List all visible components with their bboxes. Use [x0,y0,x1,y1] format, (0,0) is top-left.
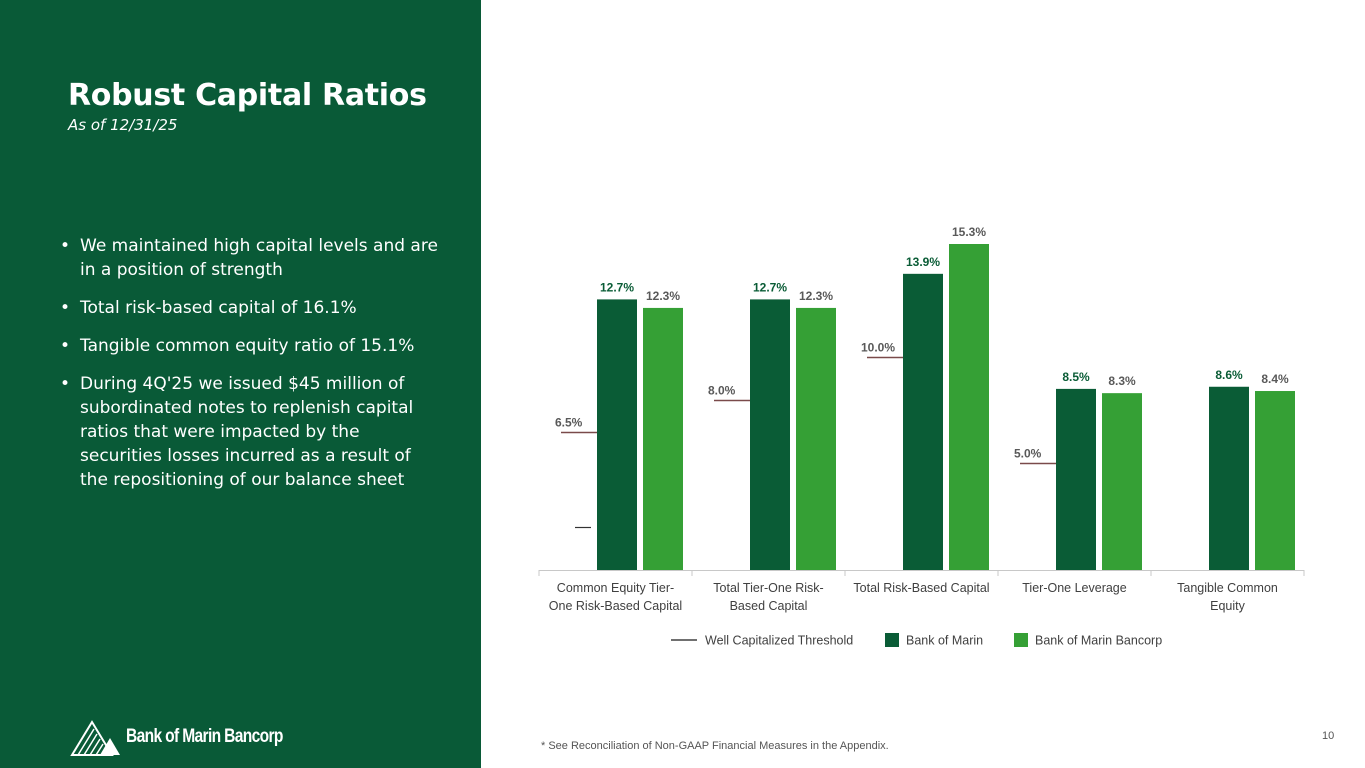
bar-bank-of-marin-bancorp [1255,391,1295,570]
bullet-text: We maintained high capital levels and ar… [80,236,438,280]
category-label: One Risk-Based Capital [549,599,682,613]
threshold-label: 6.5% [555,416,583,430]
bar-bank-of-marin-bancorp [1102,393,1142,570]
threshold-label: 5.0% [1014,447,1042,461]
bar-label-bank-of-marin: 13.9% [906,255,940,269]
bar-bank-of-marin-bancorp [643,307,683,570]
slide-subtitle: As of 12/31/25 [68,116,178,134]
footnote: * See Reconciliation of Non-GAAP Financi… [541,740,889,752]
left-panel: Robust Capital Ratios As of 12/31/25 • We… [0,0,481,768]
page-number: 10 [1322,730,1335,742]
threshold-label: 8.0% [708,384,736,398]
bar-label-bank-of-marin: 8.5% [1062,370,1090,384]
legend-threshold-label: Well Capitalized Threshold [705,634,853,648]
category-label: Tier-One Leverage [1022,581,1126,595]
bar-label-bank-of-marin: 8.6% [1215,368,1243,382]
bullet-item: • Total risk-based capital of 16.1% [60,298,357,318]
bullet-item: • We maintained high capital levels and a… [60,236,438,280]
bar-bank-of-marin [1056,388,1096,570]
bar-label-bank-of-marin: 12.7% [753,280,787,294]
bar-bank-of-marin [903,273,943,570]
category-label: Total Risk-Based Capital [853,581,989,595]
bullet-text: Tangible common equity ratio of 15.1% [80,336,415,356]
bar-bank-of-marin-bancorp [949,244,989,570]
mountain-logo-icon [70,720,120,756]
bullet-list: • We maintained high capital levels and a… [60,234,440,506]
legend-bancorp-label: Bank of Marin Bancorp [1035,634,1162,648]
bullet-item: • Tangible common equity ratio of 15.1% [60,336,415,356]
logo-text: Bank of Marin Bancorp [126,726,283,747]
slide-title: Robust Capital Ratios [68,78,427,113]
bar-label-bank-of-marin-bancorp: 8.3% [1108,374,1136,388]
bar-label-bank-of-marin-bancorp: 12.3% [799,289,833,303]
category-label: Total Tier-One Risk- [713,581,823,595]
legend-bank-label: Bank of Marin [906,634,983,648]
bar-bank-of-marin-bancorp [796,307,836,570]
bar-bank-of-marin [597,299,637,570]
category-label: Equity [1210,599,1245,613]
category-label: Common Equity Tier- [557,581,674,595]
bullet-item: • During 4Q'25 we issued $45 million of s… [60,374,414,490]
category-label: Tangible Common [1177,581,1278,595]
bullet-text: During 4Q'25 we issued $45 million of su… [80,374,414,490]
legend-bank-swatch [885,633,899,647]
capital-ratios-chart: 6.5% 12.7% 12.3% Common Equity Tier- One Ris… [538,225,1305,648]
category-label: Based Capital [730,599,808,613]
threshold-label: 10.0% [861,341,895,355]
bar-bank-of-marin [750,299,790,570]
bar-bank-of-marin [1209,386,1249,570]
bar-label-bank-of-marin-bancorp: 12.3% [646,289,680,303]
legend-bancorp-swatch [1014,633,1028,647]
company-logo: Bank of Marin Bancorp [70,718,317,756]
bar-label-bank-of-marin-bancorp: 8.4% [1261,372,1289,386]
bullet-text: Total risk-based capital of 16.1% [80,298,357,318]
bar-label-bank-of-marin-bancorp: 15.3% [952,225,986,239]
bar-label-bank-of-marin: 12.7% [600,280,634,294]
